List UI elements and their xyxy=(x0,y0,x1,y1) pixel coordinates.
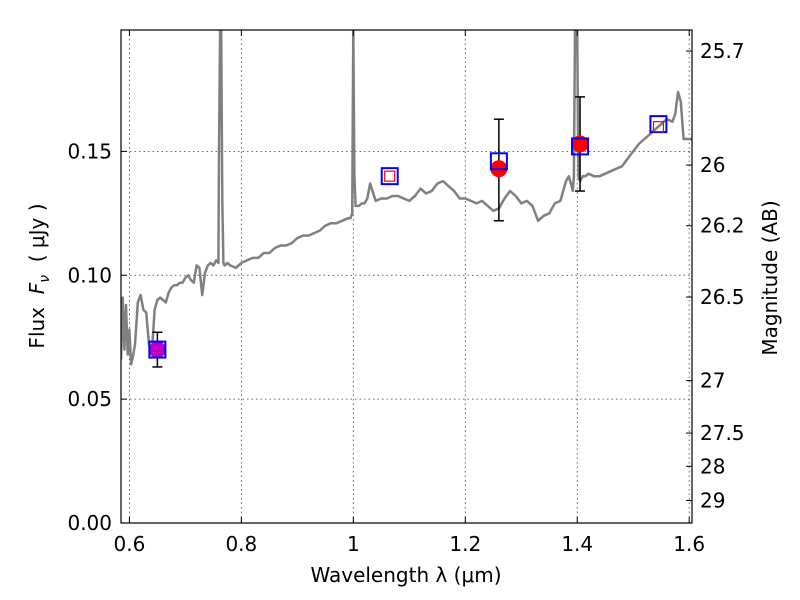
model-photometry-square xyxy=(571,137,590,156)
model-photometry-inner-square xyxy=(384,170,396,182)
observed-optical-point xyxy=(148,341,166,359)
grid xyxy=(121,30,692,523)
tick-marks xyxy=(121,30,692,524)
model-photometry-square xyxy=(489,152,508,171)
y-tick-label: 0.00 xyxy=(67,511,112,535)
y-tick-label: 0.05 xyxy=(67,387,112,411)
y2-tick-label: 27 xyxy=(700,369,725,393)
x-tick-label: 0.8 xyxy=(225,532,257,556)
model-photometry-inner-square xyxy=(652,121,665,133)
x-tick-label: 1.2 xyxy=(449,532,481,556)
x-tick-label: 1.6 xyxy=(673,532,705,556)
y2-tick-label: 25.7 xyxy=(700,39,745,63)
x-tick-label: 1.4 xyxy=(561,532,593,556)
y-tick-label: 0.10 xyxy=(67,263,112,287)
y2-tick-label: 26.2 xyxy=(700,214,745,238)
y2-tick-label: 27.5 xyxy=(700,421,745,445)
y-tick-label: 0.15 xyxy=(67,139,112,163)
y2-axis-label: Magnitude (AB) xyxy=(758,200,782,355)
tick-labels: 0.6 0.8 1 1.2 1.4 1.6 0.00 0.05 0.10 0.15 25.7 26 26… xyxy=(67,39,744,556)
y2-tick-label: 28 xyxy=(700,454,725,478)
axes-frame xyxy=(120,29,693,524)
plot-area xyxy=(121,30,692,368)
sed-model-line xyxy=(121,30,692,366)
x-tick-label: 1 xyxy=(347,532,360,556)
model-photometry-square xyxy=(380,167,399,186)
y2-tick-label: 26 xyxy=(700,153,725,177)
y2-tick-label: 29 xyxy=(700,488,725,512)
plot-content xyxy=(121,30,692,368)
model-photometry-square xyxy=(148,340,167,359)
y2-tick-label: 26.5 xyxy=(700,285,745,309)
x-axis-label: Wavelength λ (μm) xyxy=(310,563,501,587)
y-axis-label: Flux Fν ( μJy ) xyxy=(25,203,53,348)
x-tick-label: 0.6 xyxy=(113,532,145,556)
